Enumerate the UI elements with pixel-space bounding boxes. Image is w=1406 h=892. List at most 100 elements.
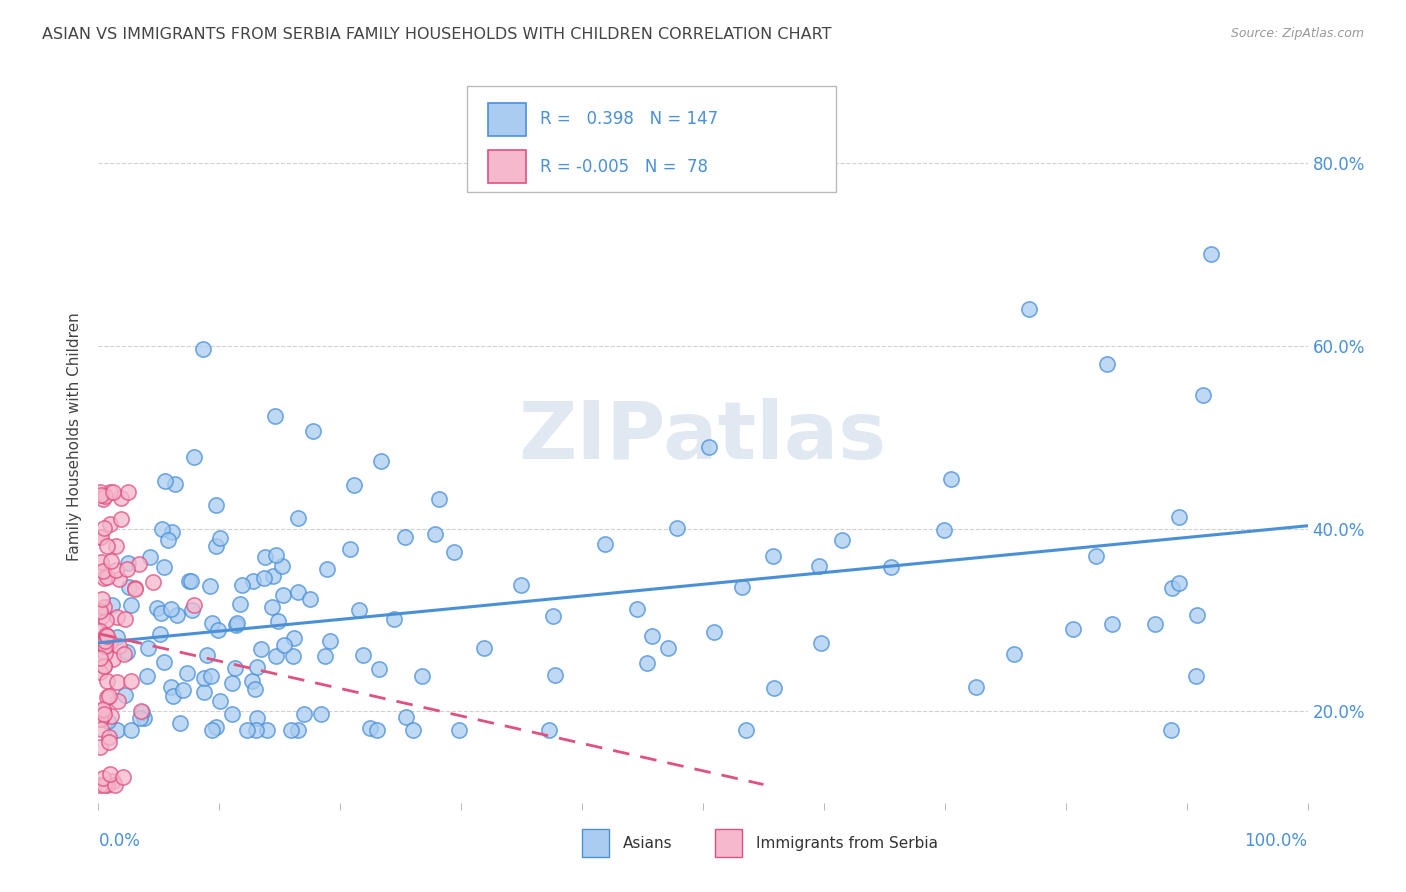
Point (96, 674, 118, 689)
Point (153, 559, 176, 574)
Point (225, 615, 247, 630)
Point (207, 623, 229, 637)
Point (1185, 607, 1208, 622)
Point (103, 651, 125, 665)
Point (224, 661, 246, 675)
Point (97, 730, 120, 744)
Point (107, 694, 129, 708)
Point (124, 582, 146, 596)
Point (149, 626, 172, 640)
Point (256, 723, 278, 737)
Point (228, 597, 250, 611)
Point (93, 521, 115, 535)
Point (370, 454, 392, 468)
Point (100, 598, 122, 612)
Point (163, 476, 186, 491)
Point (111, 770, 134, 784)
Point (91, 491, 114, 506)
Point (541, 609, 564, 624)
Point (115, 645, 138, 659)
Point (411, 669, 433, 683)
Point (287, 511, 309, 525)
Point (91, 592, 114, 607)
Point (271, 559, 294, 574)
FancyBboxPatch shape (467, 86, 837, 192)
Point (221, 706, 243, 721)
Point (205, 720, 228, 734)
Point (253, 549, 276, 564)
Point (93, 658, 115, 673)
Point (443, 544, 465, 558)
Point (96, 628, 118, 642)
Point (641, 629, 664, 643)
Point (1085, 549, 1108, 563)
Point (91, 771, 114, 785)
Point (1160, 723, 1182, 737)
Point (762, 681, 785, 695)
Point (159, 602, 181, 616)
Point (89, 778, 111, 792)
Point (200, 615, 222, 630)
Point (180, 603, 202, 617)
Point (201, 723, 224, 737)
Point (159, 680, 181, 694)
Point (808, 558, 831, 573)
Point (941, 472, 963, 486)
Point (176, 666, 198, 681)
Point (104, 778, 127, 792)
Point (402, 723, 425, 737)
Point (91, 564, 114, 578)
Point (221, 676, 243, 690)
Point (880, 559, 903, 574)
Point (831, 533, 853, 547)
Point (128, 711, 150, 725)
Point (349, 602, 371, 616)
Point (129, 704, 152, 718)
Point (761, 549, 783, 563)
Point (89, 530, 111, 544)
Point (100, 554, 122, 568)
Point (93, 658, 115, 673)
Point (91, 609, 114, 624)
Point (359, 721, 381, 735)
Point (89, 604, 111, 618)
Point (114, 688, 136, 702)
Point (166, 608, 188, 623)
Point (90, 712, 112, 726)
Point (1101, 617, 1123, 632)
Point (150, 522, 173, 536)
Point (89, 740, 111, 755)
Point (90, 530, 112, 544)
Point (107, 639, 129, 653)
Point (117, 485, 139, 500)
Point (703, 625, 725, 640)
Point (191, 342, 214, 356)
Point (472, 640, 495, 655)
Point (510, 578, 533, 592)
Text: R = -0.005   N =  78: R = -0.005 N = 78 (540, 158, 707, 176)
Point (105, 674, 128, 689)
Point (657, 640, 679, 655)
Point (172, 683, 194, 698)
Point (98, 517, 121, 532)
Point (94, 639, 117, 653)
Point (105, 610, 128, 624)
Point (89, 650, 111, 665)
Point (449, 723, 471, 737)
Point (264, 548, 287, 562)
Point (139, 550, 162, 565)
Point (280, 723, 302, 737)
Point (427, 491, 450, 506)
Point (246, 711, 269, 725)
Point (94, 489, 117, 503)
Point (394, 530, 416, 544)
Point (1062, 622, 1084, 636)
Point (366, 723, 388, 737)
Point (114, 612, 136, 626)
Point (93, 571, 115, 585)
Point (115, 562, 138, 576)
Point (132, 711, 155, 725)
Point (195, 648, 218, 663)
Point (142, 575, 165, 590)
Point (89, 635, 111, 649)
